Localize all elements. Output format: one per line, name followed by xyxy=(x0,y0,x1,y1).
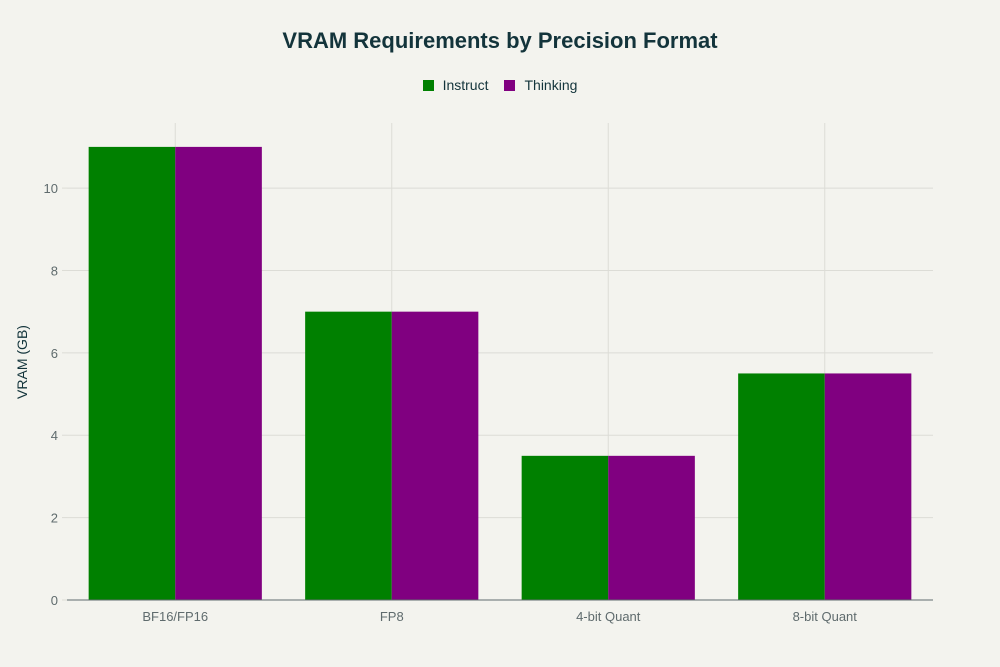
legend: Instruct Thinking xyxy=(0,77,1000,93)
legend-item-thinking[interactable]: Thinking xyxy=(504,77,577,93)
legend-swatch-instruct xyxy=(422,79,434,91)
y-tick-label: 10 xyxy=(44,181,58,196)
x-tick-label: FP8 xyxy=(380,609,404,624)
y-axis-label: VRAM (GB) xyxy=(14,325,30,399)
legend-label-instruct: Instruct xyxy=(442,77,489,93)
legend-item-instruct[interactable]: Instruct xyxy=(422,77,489,93)
bar-thinking xyxy=(175,146,262,601)
y-tick-label: 0 xyxy=(51,593,58,608)
bar-thinking xyxy=(824,373,912,600)
bar-thinking xyxy=(608,455,695,600)
bar-instruct xyxy=(88,146,176,601)
bar-thinking xyxy=(391,311,479,600)
x-tick-label: 8-bit Quant xyxy=(793,609,858,624)
x-tick-label: 4-bit Quant xyxy=(576,609,641,624)
y-tick-label: 2 xyxy=(51,511,58,526)
bar-instruct xyxy=(521,455,609,600)
bar-instruct xyxy=(738,373,825,600)
legend-label-thinking: Thinking xyxy=(524,77,578,93)
y-tick-label: 6 xyxy=(51,346,58,361)
y-tick-label: 8 xyxy=(51,263,58,278)
bar-instruct xyxy=(305,311,392,600)
legend-swatch-thinking xyxy=(504,79,516,91)
x-tick-label: BF16/FP16 xyxy=(142,609,208,624)
y-tick-label: 4 xyxy=(51,428,58,443)
chart-title: VRAM Requirements by Precision Format xyxy=(282,28,718,53)
